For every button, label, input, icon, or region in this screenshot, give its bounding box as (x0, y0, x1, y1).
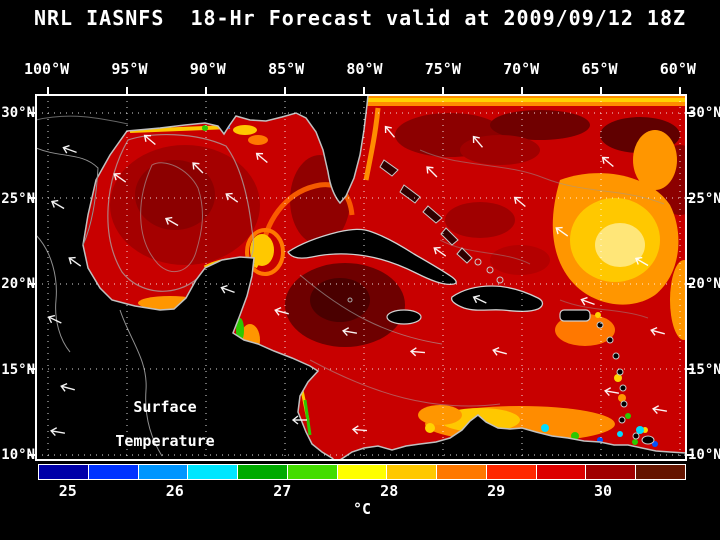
colorbar-tick-26: 26 (165, 482, 184, 500)
colorbar-tick-labels: 25 26 27 28 29 30 (38, 482, 686, 500)
colorbar-tick-28: 28 (380, 482, 399, 500)
colorbar-segment (188, 465, 239, 479)
land-layer (36, 95, 686, 460)
colorbar-unit: °C (352, 500, 372, 518)
latitude-axis-right: 30°N 25°N 20°N 15°N 10°N (688, 105, 720, 463)
colorbar-segment (337, 465, 388, 479)
grid-layer (36, 95, 686, 460)
colorbar-segment (88, 465, 139, 479)
lat-label: 20°N (1, 276, 35, 292)
colorbar-tick-25: 25 (58, 482, 77, 500)
lat-label: 25°N (1, 190, 35, 207)
map-frame (28, 87, 694, 461)
lon-label: 60°W (659, 60, 696, 78)
colorbar-segment (636, 465, 685, 479)
colorbar-segment (586, 465, 637, 479)
lat-label: 10°N (688, 447, 720, 463)
lat-label: 10°N (1, 447, 35, 463)
surface-temperature-label: Surface Temperature (80, 390, 250, 458)
lon-label: 85°W (268, 60, 305, 78)
lat-label: 30°N (688, 105, 720, 121)
colorbar-segment (138, 465, 189, 479)
surface-label-line1: Surface (133, 398, 197, 416)
lon-label: 65°W (581, 60, 618, 78)
lon-label: 70°W (503, 60, 540, 78)
colorbar-segment (437, 465, 487, 479)
colorbar-segment (287, 465, 338, 479)
colorbar-segment (486, 465, 537, 479)
lat-label: 25°N (688, 190, 720, 207)
lat-label: 15°N (1, 361, 35, 378)
colorbar-segment (536, 465, 587, 479)
colorbar-segment (387, 465, 438, 479)
lon-label: 80°W (346, 60, 383, 78)
surface-label-line2: Temperature (115, 432, 215, 450)
lat-label: 30°N (1, 105, 35, 121)
longitude-axis: 100°W 95°W 90°W 85°W 80°W 75°W 70°W 65°W… (24, 60, 696, 78)
lon-label: 75°W (424, 60, 461, 78)
lat-label: 20°N (688, 276, 720, 292)
colorbar-segment (39, 465, 89, 479)
lat-label: 15°N (688, 361, 720, 378)
colorbar (38, 464, 686, 480)
lon-label: 95°W (111, 60, 148, 78)
lon-label: 100°W (24, 60, 70, 78)
colorbar-segment (238, 465, 288, 479)
lon-label: 90°W (189, 60, 226, 78)
colorbar-tick-27: 27 (273, 482, 292, 500)
colorbar-tick-30: 30 (594, 482, 613, 500)
latitude-axis-left: 30°N 25°N 20°N 15°N 10°N (1, 105, 35, 463)
colorbar-tick-29: 29 (487, 482, 506, 500)
page-title: NRL IASNFS 18-Hr Forecast valid at 2009/… (33, 6, 687, 30)
